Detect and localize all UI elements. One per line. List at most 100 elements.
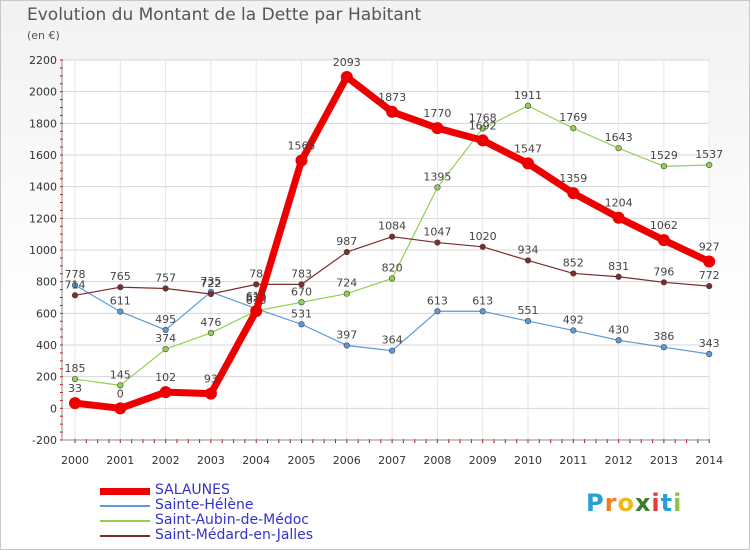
- logo-letter: P: [586, 489, 605, 517]
- logo-letter: o: [617, 489, 635, 517]
- data-point-salaunes: [295, 154, 308, 167]
- data-label-sainte-h-l-ne: 613: [472, 294, 493, 307]
- data-point-sainte-h-l-ne: [298, 321, 305, 328]
- data-label-saint-aubin-de-m-doc: 820: [382, 262, 403, 275]
- data-point-sainte-h-l-ne: [162, 326, 169, 334]
- y-tick-label: 1000: [29, 244, 57, 257]
- data-point-saint-aubin-de-m-doc: [343, 290, 350, 297]
- y-tick-label: 1800: [29, 117, 57, 130]
- data-point-salaunes: [522, 157, 534, 170]
- data-point-saint-aubin-de-m-doc: [117, 382, 124, 389]
- data-point-salaunes: [612, 211, 625, 224]
- legend-label: Saint-Médard-en-Jalles: [155, 527, 314, 543]
- data-label-saint-aubin-de-m-doc: 1769: [559, 111, 587, 124]
- data-label-saint-m-dard-en-jalles: 1084: [378, 220, 406, 233]
- legend-label: SALAUNES: [155, 482, 230, 498]
- logo-letter: i: [651, 489, 661, 517]
- data-label-sainte-h-l-ne: 386: [653, 330, 674, 343]
- data-point-salaunes: [476, 134, 489, 147]
- data-label-saint-aubin-de-m-doc: 1911: [514, 89, 542, 102]
- x-tick-label: 2013: [650, 454, 678, 467]
- y-tick-label: 2000: [29, 86, 57, 99]
- legend-swatch-sainte-helene: [100, 505, 150, 507]
- data-label-saint-aubin-de-m-doc: 476: [200, 316, 221, 329]
- logo-letter: x: [634, 489, 652, 517]
- x-tick-label: 2012: [605, 454, 633, 467]
- x-tick-label: 2004: [242, 454, 270, 467]
- data-label-salaunes: 1692: [469, 119, 497, 132]
- y-tick-label: 1600: [29, 149, 57, 162]
- x-tick-label: 2001: [106, 454, 134, 467]
- data-point-salaunes: [703, 255, 716, 268]
- data-point-salaunes: [657, 234, 670, 247]
- data-label-saint-m-dard-en-jalles: 796: [653, 265, 674, 278]
- data-point-saint-m-dard-en-jalles: [298, 281, 305, 288]
- data-label-sainte-h-l-ne: 531: [291, 307, 312, 320]
- chart-subtitle: (en €): [27, 29, 60, 42]
- data-label-saint-m-dard-en-jalles: 831: [608, 260, 629, 273]
- data-point-saint-aubin-de-m-doc: [479, 125, 486, 132]
- data-point-saint-m-dard-en-jalles: [117, 284, 124, 291]
- x-tick-label: 2005: [288, 454, 316, 467]
- data-point-sainte-h-l-ne: [343, 342, 350, 349]
- data-label-salaunes: 102: [155, 371, 176, 384]
- data-label-sainte-h-l-ne: 495: [155, 313, 176, 326]
- legend-label: Saint-Aubin-de-Médoc: [155, 512, 310, 528]
- data-label-saint-m-dard-en-jalles: 852: [563, 256, 584, 269]
- data-point-sainte-h-l-ne: [434, 308, 441, 315]
- data-point-saint-aubin-de-m-doc: [660, 163, 668, 170]
- data-label-saint-aubin-de-m-doc: 185: [65, 362, 86, 375]
- data-label-salaunes: 1873: [378, 91, 406, 104]
- data-label-salaunes: 1565: [288, 140, 316, 153]
- y-tick-label: 1200: [29, 212, 57, 225]
- data-label-saint-aubin-de-m-doc: 1768: [469, 111, 497, 124]
- y-tick-label: 600: [36, 307, 57, 320]
- data-label-saint-aubin-de-m-doc: 1395: [423, 170, 451, 183]
- data-point-saint-aubin-de-m-doc: [71, 375, 79, 383]
- data-point-salaunes: [204, 387, 217, 400]
- data-point-sainte-h-l-ne: [660, 344, 668, 351]
- x-tick-label: 2014: [695, 454, 723, 467]
- logo-letter: t: [660, 489, 674, 517]
- data-point-saint-m-dard-en-jalles: [615, 273, 622, 280]
- data-point-salaunes: [250, 304, 263, 317]
- data-point-saint-aubin-de-m-doc: [434, 184, 441, 191]
- legend-swatch-saint-medard: [100, 535, 150, 537]
- logo-letter: r: [604, 489, 618, 517]
- data-point-saint-m-dard-en-jalles: [389, 233, 396, 240]
- data-point-sainte-h-l-ne: [615, 337, 622, 344]
- data-label-salaunes: 1062: [650, 219, 678, 232]
- data-point-salaunes: [431, 122, 444, 135]
- data-label-salaunes: 0: [117, 387, 124, 400]
- data-label-salaunes: 33: [68, 382, 82, 395]
- data-label-sainte-h-l-ne: 613: [427, 294, 448, 307]
- data-label-saint-aubin-de-m-doc: 670: [291, 285, 312, 298]
- data-label-sainte-h-l-ne: 492: [563, 313, 584, 326]
- data-label-saint-m-dard-en-jalles: 1047: [423, 226, 451, 239]
- data-point-saint-m-dard-en-jalles: [524, 257, 532, 264]
- y-tick-label: 800: [36, 276, 57, 289]
- data-label-sainte-h-l-ne: 735: [200, 275, 221, 288]
- y-tick-label: 0: [50, 402, 57, 415]
- data-point-sainte-h-l-ne: [706, 350, 713, 358]
- data-label-sainte-h-l-ne: 343: [699, 337, 720, 350]
- data-label-saint-aubin-de-m-doc: 1537: [695, 148, 723, 161]
- data-point-sainte-h-l-ne: [117, 308, 124, 315]
- data-point-saint-aubin-de-m-doc: [207, 329, 214, 337]
- data-point-saint-m-dard-en-jalles: [479, 243, 486, 250]
- data-label-saint-aubin-de-m-doc: 1529: [650, 149, 678, 162]
- data-point-saint-aubin-de-m-doc: [524, 102, 532, 109]
- data-label-saint-m-dard-en-jalles: 722: [200, 277, 221, 290]
- data-label-sainte-h-l-ne: 397: [336, 328, 357, 341]
- x-tick-label: 2010: [514, 454, 542, 467]
- legend-label: Sainte-Hélène: [155, 497, 254, 513]
- data-label-sainte-h-l-ne: 364: [382, 334, 403, 347]
- data-point-sainte-h-l-ne: [570, 327, 577, 334]
- data-point-salaunes: [386, 105, 399, 118]
- data-point-saint-aubin-de-m-doc: [389, 275, 396, 282]
- data-point-saint-m-dard-en-jalles: [71, 292, 79, 299]
- data-label-saint-m-dard-en-jalles: 1020: [469, 230, 497, 243]
- data-label-saint-m-dard-en-jalles: 934: [518, 243, 539, 256]
- data-point-saint-m-dard-en-jalles: [660, 279, 668, 286]
